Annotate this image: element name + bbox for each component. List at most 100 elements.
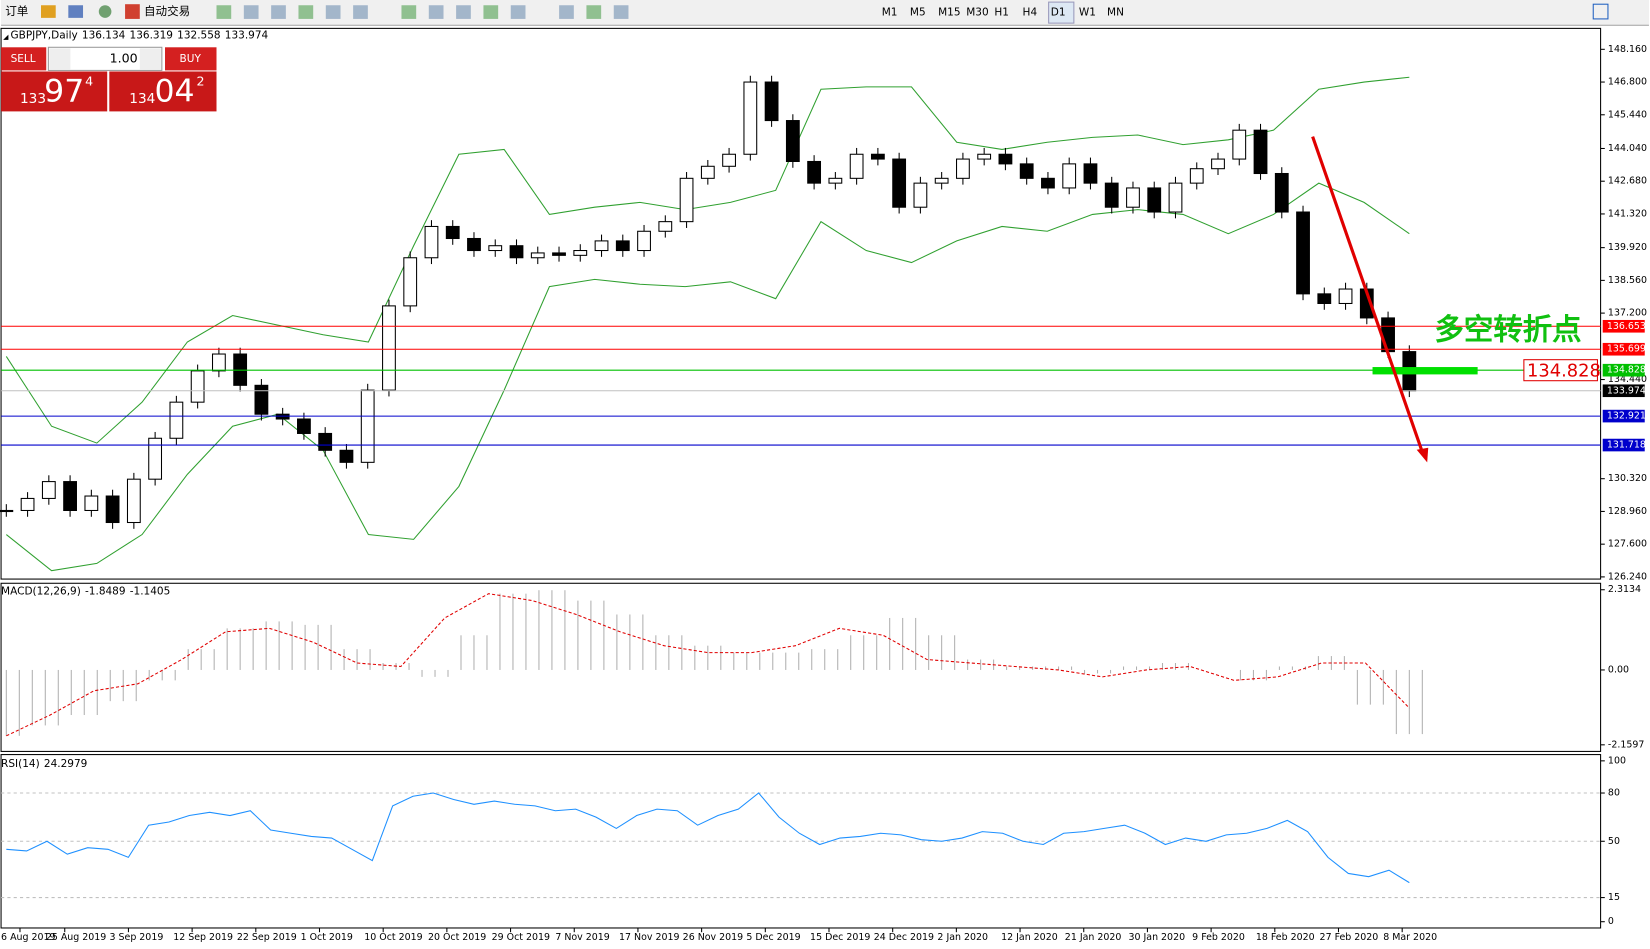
tool-icon[interactable] [216, 5, 232, 19]
candle [828, 177, 843, 184]
ask-box[interactable] [109, 71, 217, 112]
tool-icon[interactable] [483, 5, 499, 19]
x-tick-label: 12 Sep 2019 [173, 932, 233, 943]
x-tick-label: 17 Nov 2019 [619, 932, 679, 943]
bid-box[interactable] [1, 71, 108, 112]
candle [382, 305, 396, 391]
buy-button[interactable] [165, 47, 217, 71]
tool-icon[interactable] [613, 5, 629, 19]
y-tick-label: 127.600 [1608, 539, 1647, 550]
icon[interactable] [68, 5, 84, 18]
collapse-icon[interactable] [3, 34, 9, 40]
y-tick-label: 126.240 [1608, 571, 1647, 582]
x-tick-label: 15 Dec 2019 [810, 932, 870, 943]
tool-icon[interactable] [559, 5, 574, 19]
y-tick-label: 50 [1608, 836, 1620, 847]
x-tick-label: 8 Mar 2020 [1383, 932, 1437, 943]
auto-trading-icon[interactable] [125, 4, 140, 19]
price-level-tag [1602, 438, 1645, 452]
x-tick-label: 1 Oct 2019 [301, 932, 353, 943]
price-level-label: 135.699 [1607, 344, 1646, 355]
candle [1211, 158, 1225, 170]
turning-point-bar [1372, 367, 1478, 375]
bid-pips: 97 [44, 73, 84, 109]
candle [1338, 288, 1353, 305]
x-tick-label: 6 Aug 2019 [1, 932, 55, 943]
candle [1274, 172, 1289, 213]
timeframe-button[interactable]: D1 [1051, 7, 1066, 19]
price-level-label: 136.653 [1607, 321, 1646, 332]
candle [424, 225, 439, 259]
x-tick-label: 18 Feb 2020 [1256, 932, 1315, 943]
tool-icon[interactable] [243, 5, 259, 19]
y-tick-label: 15 [1608, 892, 1620, 903]
candle [1253, 129, 1268, 175]
candle [849, 153, 864, 179]
candle [1317, 293, 1332, 305]
candle [41, 481, 56, 499]
tool-icon[interactable] [271, 5, 286, 19]
tool-icon[interactable] [353, 5, 368, 19]
macd-signal-line [6, 593, 1410, 737]
candle [1062, 163, 1077, 189]
timeframe-button[interactable]: M1 [882, 7, 898, 19]
candle [1189, 168, 1204, 184]
rsi-value: 24.2979 [44, 758, 87, 770]
x-tick-label: 25 Aug 2019 [46, 932, 106, 943]
candle [84, 495, 99, 511]
timeframe-button[interactable]: H4 [1023, 7, 1038, 19]
axes: 148.160 146.800 145.440 144.040 142.680 141.3… [1, 44, 1647, 943]
tool-icon[interactable] [298, 5, 314, 19]
new-order-button[interactable]: 订单 [5, 4, 28, 18]
auto-trading-button[interactable]: 自动交易 [144, 4, 190, 18]
x-tick-label: 22 Sep 2019 [237, 932, 297, 943]
tool-icon[interactable] [586, 5, 602, 19]
tool-icon[interactable] [456, 5, 471, 19]
y-tick-label: 137.200 [1608, 308, 1647, 319]
candle [254, 384, 269, 415]
y-tick-label: 142.680 [1608, 176, 1647, 187]
candle [211, 353, 226, 372]
candle [445, 225, 460, 240]
y-tick-label: 138.560 [1608, 275, 1647, 286]
price-level-tag [1602, 363, 1645, 377]
timeframe-button[interactable]: MN [1107, 7, 1124, 19]
candle [233, 353, 248, 386]
buy-label[interactable]: BUY [180, 53, 202, 65]
candle [339, 449, 354, 463]
candle [658, 221, 673, 232]
y-tick-label: 145.440 [1608, 109, 1647, 120]
price-level-tag [1602, 319, 1645, 333]
lot-input[interactable] [47, 46, 163, 71]
lot-down[interactable] [49, 48, 71, 70]
y-tick-label: 148.160 [1608, 44, 1647, 55]
candle [509, 245, 524, 259]
icon[interactable] [98, 5, 112, 18]
symbol: GBPJPY,Daily [11, 30, 78, 42]
timeframe-button[interactable]: M15 [938, 7, 960, 19]
tool-icon[interactable] [325, 5, 341, 19]
sell-button[interactable] [1, 47, 47, 71]
tool-icon[interactable] [510, 5, 526, 19]
timeframe-button[interactable]: M5 [910, 7, 926, 19]
candle [297, 418, 311, 434]
timeframe-button[interactable]: M30 [966, 7, 988, 19]
icon[interactable] [40, 5, 56, 18]
lot-value[interactable]: 1.00 [110, 50, 138, 65]
candle [807, 160, 822, 184]
x-tick-label: 20 Oct 2019 [428, 932, 486, 943]
close: 133.974 [225, 30, 269, 42]
lot-up[interactable] [139, 48, 161, 70]
timeframe-button[interactable]: W1 [1079, 7, 1096, 19]
search-icon[interactable] [1592, 3, 1609, 20]
tool-icon[interactable] [428, 5, 444, 19]
candle [0, 509, 14, 513]
tool-icon[interactable] [401, 5, 417, 19]
sell-label[interactable]: SELL [11, 53, 36, 65]
timeframe-active[interactable] [1048, 1, 1075, 24]
timeframe-button[interactable]: H1 [994, 7, 1009, 19]
candle [530, 252, 545, 259]
y-tick-label: 0 [1608, 916, 1614, 927]
high: 136.319 [130, 30, 173, 42]
